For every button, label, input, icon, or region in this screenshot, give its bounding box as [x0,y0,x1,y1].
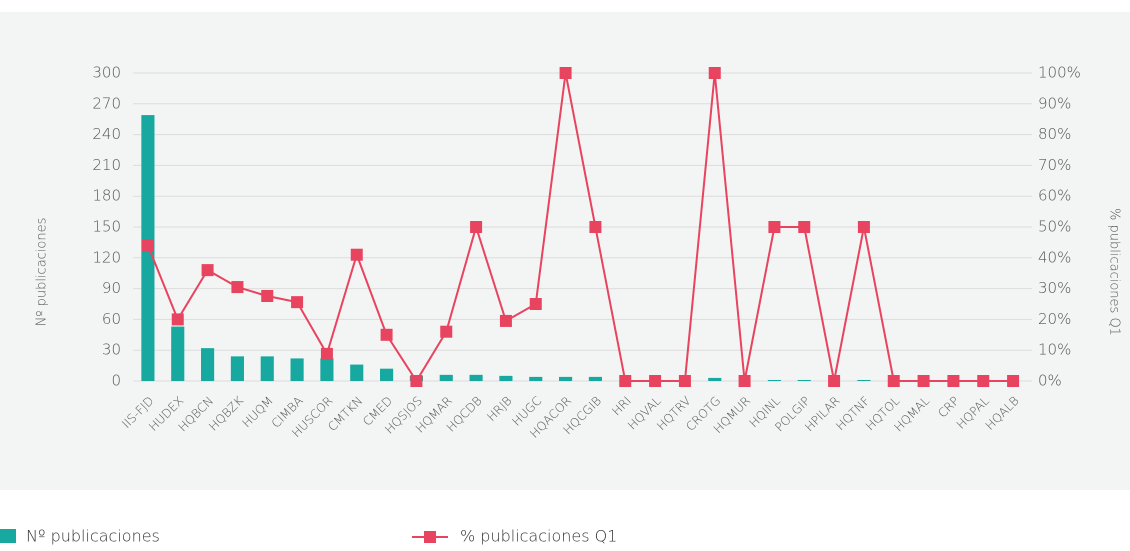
y-tick-label: 60 [102,310,121,328]
y-tick-label: 210 [92,156,121,174]
y2-axis-label: % publicaciones Q1 [1107,208,1122,336]
y-axis-label: Nº publicaciones [35,218,50,327]
marker [410,375,423,387]
bar [171,326,185,381]
bar [857,379,871,381]
y-tick-label: 30 [102,341,121,359]
legend-swatch-marker [424,531,436,543]
y-tick-label: 180 [92,187,121,205]
bar [529,376,543,381]
marker [977,375,990,387]
marker [619,375,632,387]
y2-tick-label: 20% [1038,310,1071,328]
marker [141,239,154,252]
plot-panel [0,12,1130,490]
y-tick-label: 240 [92,125,121,143]
marker [201,264,214,277]
marker [529,298,542,310]
y2-tick-label: 50% [1038,218,1071,236]
bar [380,368,394,381]
marker [261,289,274,302]
legend-label: % publicaciones Q1 [460,527,617,546]
marker [589,221,602,233]
y2-tick-label: 100% [1038,64,1081,82]
marker [828,375,841,387]
marker [470,221,483,233]
marker [171,313,184,326]
marker [857,221,870,233]
marker [947,375,960,387]
y2-tick-label: 10% [1038,341,1071,359]
legend-swatch-bar [0,529,16,543]
y-tick-label: 120 [92,248,121,266]
y2-tick-label: 40% [1038,248,1071,266]
marker [738,375,751,387]
y2-tick-label: 90% [1038,94,1071,112]
y-tick-label: 90 [102,279,121,297]
marker [798,221,811,233]
marker [380,328,393,341]
y2-tick-label: 0% [1038,372,1062,390]
bar [559,376,573,381]
bar [350,364,364,381]
bar [201,348,215,381]
marker [678,375,691,387]
marker [887,375,900,387]
bar [588,376,602,381]
marker [559,67,572,79]
bar [469,374,483,381]
y-tick-label: 0 [111,372,121,390]
marker [917,375,930,387]
marker [708,67,721,79]
marker [231,281,244,294]
y-tick-label: 300 [92,64,121,82]
y-tick-label: 150 [92,218,121,236]
bar [708,377,722,381]
bar [499,375,513,381]
bar [797,379,811,381]
y-tick-label: 270 [92,94,121,112]
marker [768,221,781,233]
bar [320,358,334,381]
bar [767,379,781,381]
marker [320,347,333,360]
marker [350,248,363,261]
marker [1007,375,1020,387]
bar [260,356,274,381]
marker [291,296,304,309]
marker [499,314,512,327]
bar [290,358,304,381]
marker [440,325,453,338]
y2-tick-label: 60% [1038,187,1071,205]
bar [230,356,244,381]
y2-tick-label: 80% [1038,125,1071,143]
marker [649,375,662,387]
y2-tick-label: 70% [1038,156,1071,174]
bar [439,374,453,381]
legend-label: Nº publicaciones [26,527,160,546]
y2-tick-label: 30% [1038,279,1071,297]
